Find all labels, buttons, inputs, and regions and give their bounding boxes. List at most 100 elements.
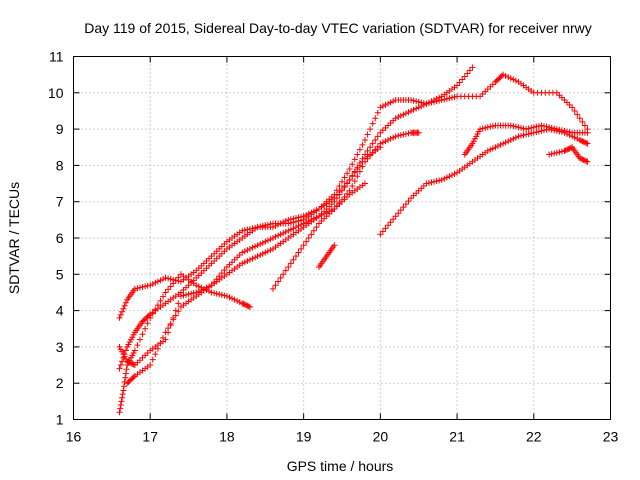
- data-point: [565, 146, 572, 153]
- data-point: [341, 184, 348, 191]
- data-point: [553, 149, 560, 156]
- data-point: [175, 274, 182, 281]
- data-point: [382, 138, 389, 145]
- data-point: [418, 103, 425, 110]
- data-point: [303, 212, 310, 219]
- data-point: [362, 136, 369, 143]
- data-point: [346, 176, 353, 183]
- data-point: [356, 162, 363, 169]
- data-point: [122, 370, 129, 377]
- data-point: [216, 273, 223, 280]
- data-point: [147, 362, 154, 369]
- data-point: [218, 270, 225, 277]
- data-point: [241, 248, 248, 255]
- data-point: [117, 362, 124, 369]
- data-point: [584, 140, 591, 147]
- data-point: [420, 101, 427, 108]
- data-point: [548, 150, 555, 157]
- data-point: [123, 366, 130, 373]
- data-point: [246, 303, 253, 310]
- data-point: [512, 134, 519, 141]
- data-point: [535, 123, 542, 130]
- data-point: [285, 264, 292, 271]
- data-point: [372, 115, 379, 122]
- data-point: [313, 224, 320, 231]
- data-point: [300, 220, 307, 227]
- data-point: [160, 276, 166, 283]
- data-point: [129, 360, 136, 367]
- data-point: [239, 249, 246, 256]
- data-point: [177, 293, 184, 300]
- data-point: [494, 143, 501, 150]
- data-point: [275, 221, 282, 228]
- data-point: [392, 133, 399, 140]
- data-point: [446, 95, 453, 102]
- data-point: [489, 145, 496, 152]
- data-point: [287, 260, 294, 267]
- data-point: [443, 174, 450, 181]
- data-point: [144, 320, 151, 327]
- data-point: [584, 158, 591, 165]
- data-point: [277, 274, 284, 281]
- data-point: [525, 125, 532, 132]
- data-point: [241, 259, 248, 266]
- data-point: [295, 249, 302, 256]
- data-point: [165, 286, 172, 293]
- data-point: [175, 300, 182, 307]
- data-point: [267, 247, 274, 254]
- data-point: [239, 260, 246, 267]
- data-point: [423, 180, 430, 187]
- data-point: [579, 138, 586, 145]
- data-point: [277, 220, 284, 227]
- data-point: [538, 122, 545, 129]
- data-point: [510, 135, 517, 142]
- data-point: [117, 311, 124, 318]
- data-point: [543, 123, 550, 130]
- data-point: [369, 140, 376, 147]
- data-point: [390, 216, 397, 223]
- data-point: [213, 290, 220, 297]
- data-point: [152, 306, 159, 313]
- data-point: [162, 274, 169, 281]
- data-point: [336, 191, 343, 198]
- data-point: [139, 331, 146, 338]
- x-tick-label: 21: [449, 429, 465, 445]
- data-point: [331, 242, 338, 249]
- data-point: [229, 295, 236, 302]
- data-point: [160, 334, 166, 341]
- data-point: [167, 276, 174, 283]
- data-point: [566, 129, 573, 136]
- data-point: [564, 128, 571, 135]
- data-point: [528, 130, 535, 137]
- data-point: [556, 149, 563, 156]
- data-point: [259, 250, 266, 257]
- data-point: [489, 123, 496, 130]
- data-point: [441, 96, 448, 103]
- data-point: [583, 140, 590, 147]
- data-point: [505, 74, 512, 81]
- data-point: [469, 64, 476, 71]
- y-tick-label: 5: [56, 266, 64, 282]
- data-point: [295, 222, 302, 229]
- data-point: [584, 129, 591, 136]
- data-point: [310, 215, 317, 222]
- data-point: [211, 290, 218, 297]
- data-point: [272, 282, 279, 289]
- data-point: [400, 111, 407, 118]
- data-point: [551, 150, 558, 157]
- data-point: [213, 276, 220, 283]
- data-point: [175, 308, 182, 315]
- data-point: [264, 237, 271, 244]
- data-point: [313, 214, 320, 221]
- data-point: [336, 182, 343, 189]
- series-arc-9: [461, 122, 591, 158]
- data-point: [269, 285, 276, 292]
- y-tick-label: 11: [49, 49, 64, 65]
- y-tick-label: 9: [56, 121, 64, 137]
- data-point: [303, 238, 310, 245]
- data-point: [377, 104, 384, 111]
- data-point: [221, 292, 228, 299]
- plot-frame: [73, 56, 611, 420]
- data-point: [423, 100, 430, 107]
